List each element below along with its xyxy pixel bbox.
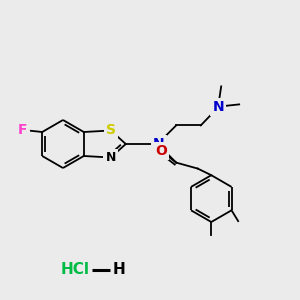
Text: F: F — [18, 124, 28, 137]
Text: N: N — [153, 137, 165, 151]
Text: N: N — [212, 100, 224, 114]
Text: H: H — [112, 262, 125, 278]
Text: HCl: HCl — [61, 262, 89, 278]
Text: O: O — [155, 144, 167, 158]
Text: S: S — [106, 124, 116, 137]
Text: N: N — [106, 151, 116, 164]
